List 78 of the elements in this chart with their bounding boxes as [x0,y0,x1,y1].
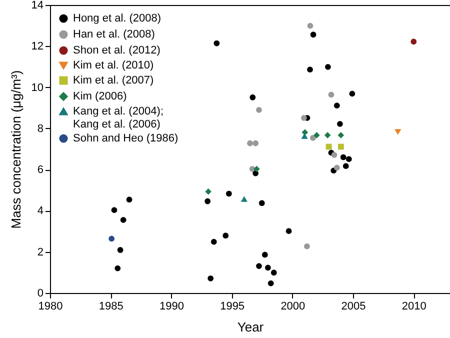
x-tick-label: 2010 [402,300,426,312]
point [331,152,338,158]
point [204,198,211,204]
point [394,129,401,134]
point [108,236,115,242]
point [222,232,229,239]
y-axis-title: Mass concentration (μg/m³) [8,70,24,229]
x-tick-label: 1985 [98,300,124,312]
point [310,32,316,38]
point [338,132,344,138]
point [214,40,220,46]
point [111,207,118,214]
point [300,114,307,121]
point [252,140,259,146]
x-axis-title: Year [237,320,264,334]
x-tick-label: 2005 [341,300,366,312]
point [310,134,316,141]
legend-label: Kang et al. (2004); Kang et al. (2006) [73,106,164,130]
point [254,166,260,172]
point [247,140,253,146]
point [270,270,277,276]
x-tick-label: 1990 [159,300,184,312]
point [328,92,334,98]
legend-label: Shon et al. (2012) [73,44,160,56]
y-tick-label: 0 [37,288,44,300]
y-tick-label: 10 [31,82,44,94]
legend-label: Sohn and Heo (1986) [73,132,178,144]
point [304,243,310,250]
point [256,263,262,269]
point [307,22,314,29]
point [334,164,340,171]
y-tick-label: 8 [37,122,44,135]
point [346,156,352,162]
point [114,265,121,272]
point [126,196,132,203]
point [336,120,343,127]
y-tick-label: 6 [37,164,44,176]
point [241,196,248,202]
legend-label: Hong et al. (2008) [73,12,162,24]
point [338,144,344,150]
point [334,102,340,109]
point [326,144,332,150]
y-tick-label: 14 [31,0,44,12]
point [256,106,262,113]
y-tick-label: 2 [37,246,44,258]
point [286,228,292,234]
y-tick-label: 4 [37,205,44,218]
point [117,247,124,253]
point [226,190,232,197]
point [252,170,259,176]
point [314,132,320,138]
point [410,38,417,45]
point [262,252,268,258]
point [258,200,265,206]
point [302,129,308,136]
y-tick-label: 12 [31,40,44,53]
point [120,217,126,223]
point [264,264,271,271]
legend-label: Kim (2006) [73,90,127,102]
x-tick-label: 1980 [38,300,63,312]
point [349,90,356,97]
point [324,64,331,70]
point [210,238,217,245]
point [342,163,349,170]
point [324,132,331,138]
point [302,134,308,139]
point [208,275,214,282]
point [340,154,346,160]
legend-label: Han et al. (2008) [73,28,155,40]
point [268,280,274,286]
point [205,188,212,195]
legend-label: Kim et al. (2010) [73,60,154,72]
x-tick-label: 1995 [220,300,245,312]
point [307,66,313,73]
x-tick-label: 2000 [280,300,306,312]
point [250,94,256,100]
point [249,166,256,172]
legend-label: Kim et al. (2007) [73,74,154,86]
